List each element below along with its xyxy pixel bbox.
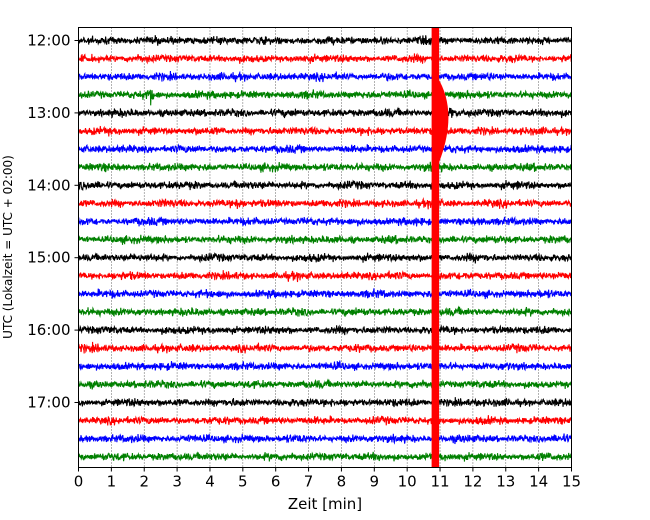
trace-1600	[77, 324, 573, 336]
trace-1430	[78, 215, 573, 227]
y-tick-label: 13:00	[27, 104, 70, 122]
x-tick-label: 2	[139, 473, 149, 491]
x-tick-label: 4	[205, 473, 215, 491]
event-band	[431, 27, 440, 468]
x-tick-label: 6	[271, 473, 281, 491]
trace-1400	[77, 179, 572, 192]
trace-1300	[77, 105, 573, 121]
y-tick-label: 14:00	[27, 176, 70, 194]
trace-1630	[78, 360, 573, 372]
vertical-grid	[111, 27, 539, 468]
trace-1500	[77, 251, 573, 264]
y-tick-label: 15:00	[27, 249, 70, 267]
plot-frame	[78, 27, 572, 468]
x-tick-label: 0	[74, 473, 84, 491]
y-tick-label: 17:00	[27, 394, 70, 412]
x-tick-label: 13	[496, 473, 515, 491]
y-axis-ticks: 12:00 13:00 14:00 15:00 16:00 17:00	[27, 32, 79, 412]
trace-1245	[77, 89, 573, 106]
trace-1545	[77, 305, 573, 318]
trace-1515	[77, 270, 573, 283]
x-tick-label: 10	[398, 473, 417, 491]
trace-1745	[78, 451, 573, 463]
trace-1700	[78, 397, 573, 408]
trace-1230	[77, 70, 573, 83]
x-tick-label: 11	[430, 473, 449, 491]
trace-1530	[77, 288, 573, 300]
x-axis-ticks: 0 1 2 3 4 5 6 7 8 9 10 11 12 13 14 15	[74, 467, 581, 491]
traces	[77, 27, 573, 468]
trace-1445	[78, 234, 573, 246]
x-tick-label: 8	[337, 473, 347, 491]
trace-1615	[78, 341, 573, 354]
trace-1645	[78, 378, 573, 390]
trace-1730	[77, 433, 573, 445]
x-tick-label: 7	[304, 473, 314, 491]
x-axis-label: Zeit [min]	[288, 495, 362, 513]
y-tick-label: 16:00	[27, 321, 70, 339]
trace-1330	[77, 143, 573, 155]
x-tick-label: 12	[463, 473, 482, 491]
y-tick-label: 12:00	[27, 32, 70, 50]
trace-1345	[77, 161, 573, 173]
x-tick-label: 3	[172, 473, 182, 491]
event-coda	[437, 76, 449, 168]
x-tick-label: 5	[238, 473, 248, 491]
trace-1215	[77, 52, 573, 65]
trace-1200	[78, 35, 573, 46]
trace-1315	[77, 125, 573, 137]
y-axis-label: UTC (Lokalzeit = UTC + 02:00)	[1, 155, 15, 339]
x-tick-label: 15	[562, 473, 581, 491]
x-tick-label: 1	[107, 473, 117, 491]
x-tick-label: 9	[370, 473, 380, 491]
trace-1715	[78, 415, 572, 427]
x-tick-label: 14	[529, 473, 548, 491]
trace-1415	[77, 197, 573, 210]
